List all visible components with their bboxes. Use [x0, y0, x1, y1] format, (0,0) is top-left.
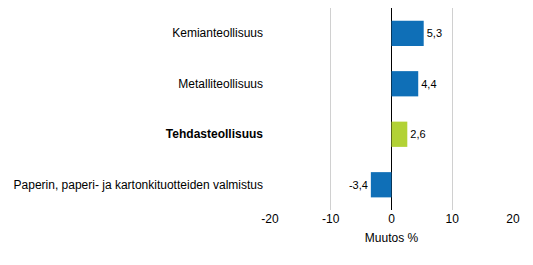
svg-text:4,4: 4,4	[421, 78, 436, 90]
svg-text:Metalliteollisuus: Metalliteollisuus	[178, 77, 263, 91]
svg-text:5,3: 5,3	[427, 27, 442, 39]
svg-text:Muutos %: Muutos %	[365, 231, 419, 245]
svg-text:20: 20	[506, 212, 520, 226]
svg-text:10: 10	[446, 212, 460, 226]
svg-text:0: 0	[388, 212, 395, 226]
svg-text:Tehdasteollisuus: Tehdasteollisuus	[166, 127, 263, 141]
svg-text:-10: -10	[322, 212, 340, 226]
svg-text:-3,4: -3,4	[349, 179, 368, 191]
svg-text:Kemianteollisuus: Kemianteollisuus	[172, 26, 263, 40]
svg-text:2,6: 2,6	[410, 128, 425, 140]
svg-text:-20: -20	[261, 212, 279, 226]
svg-text:Paperin, paperi- ja kartonkitu: Paperin, paperi- ja kartonkituotteiden v…	[14, 178, 263, 192]
